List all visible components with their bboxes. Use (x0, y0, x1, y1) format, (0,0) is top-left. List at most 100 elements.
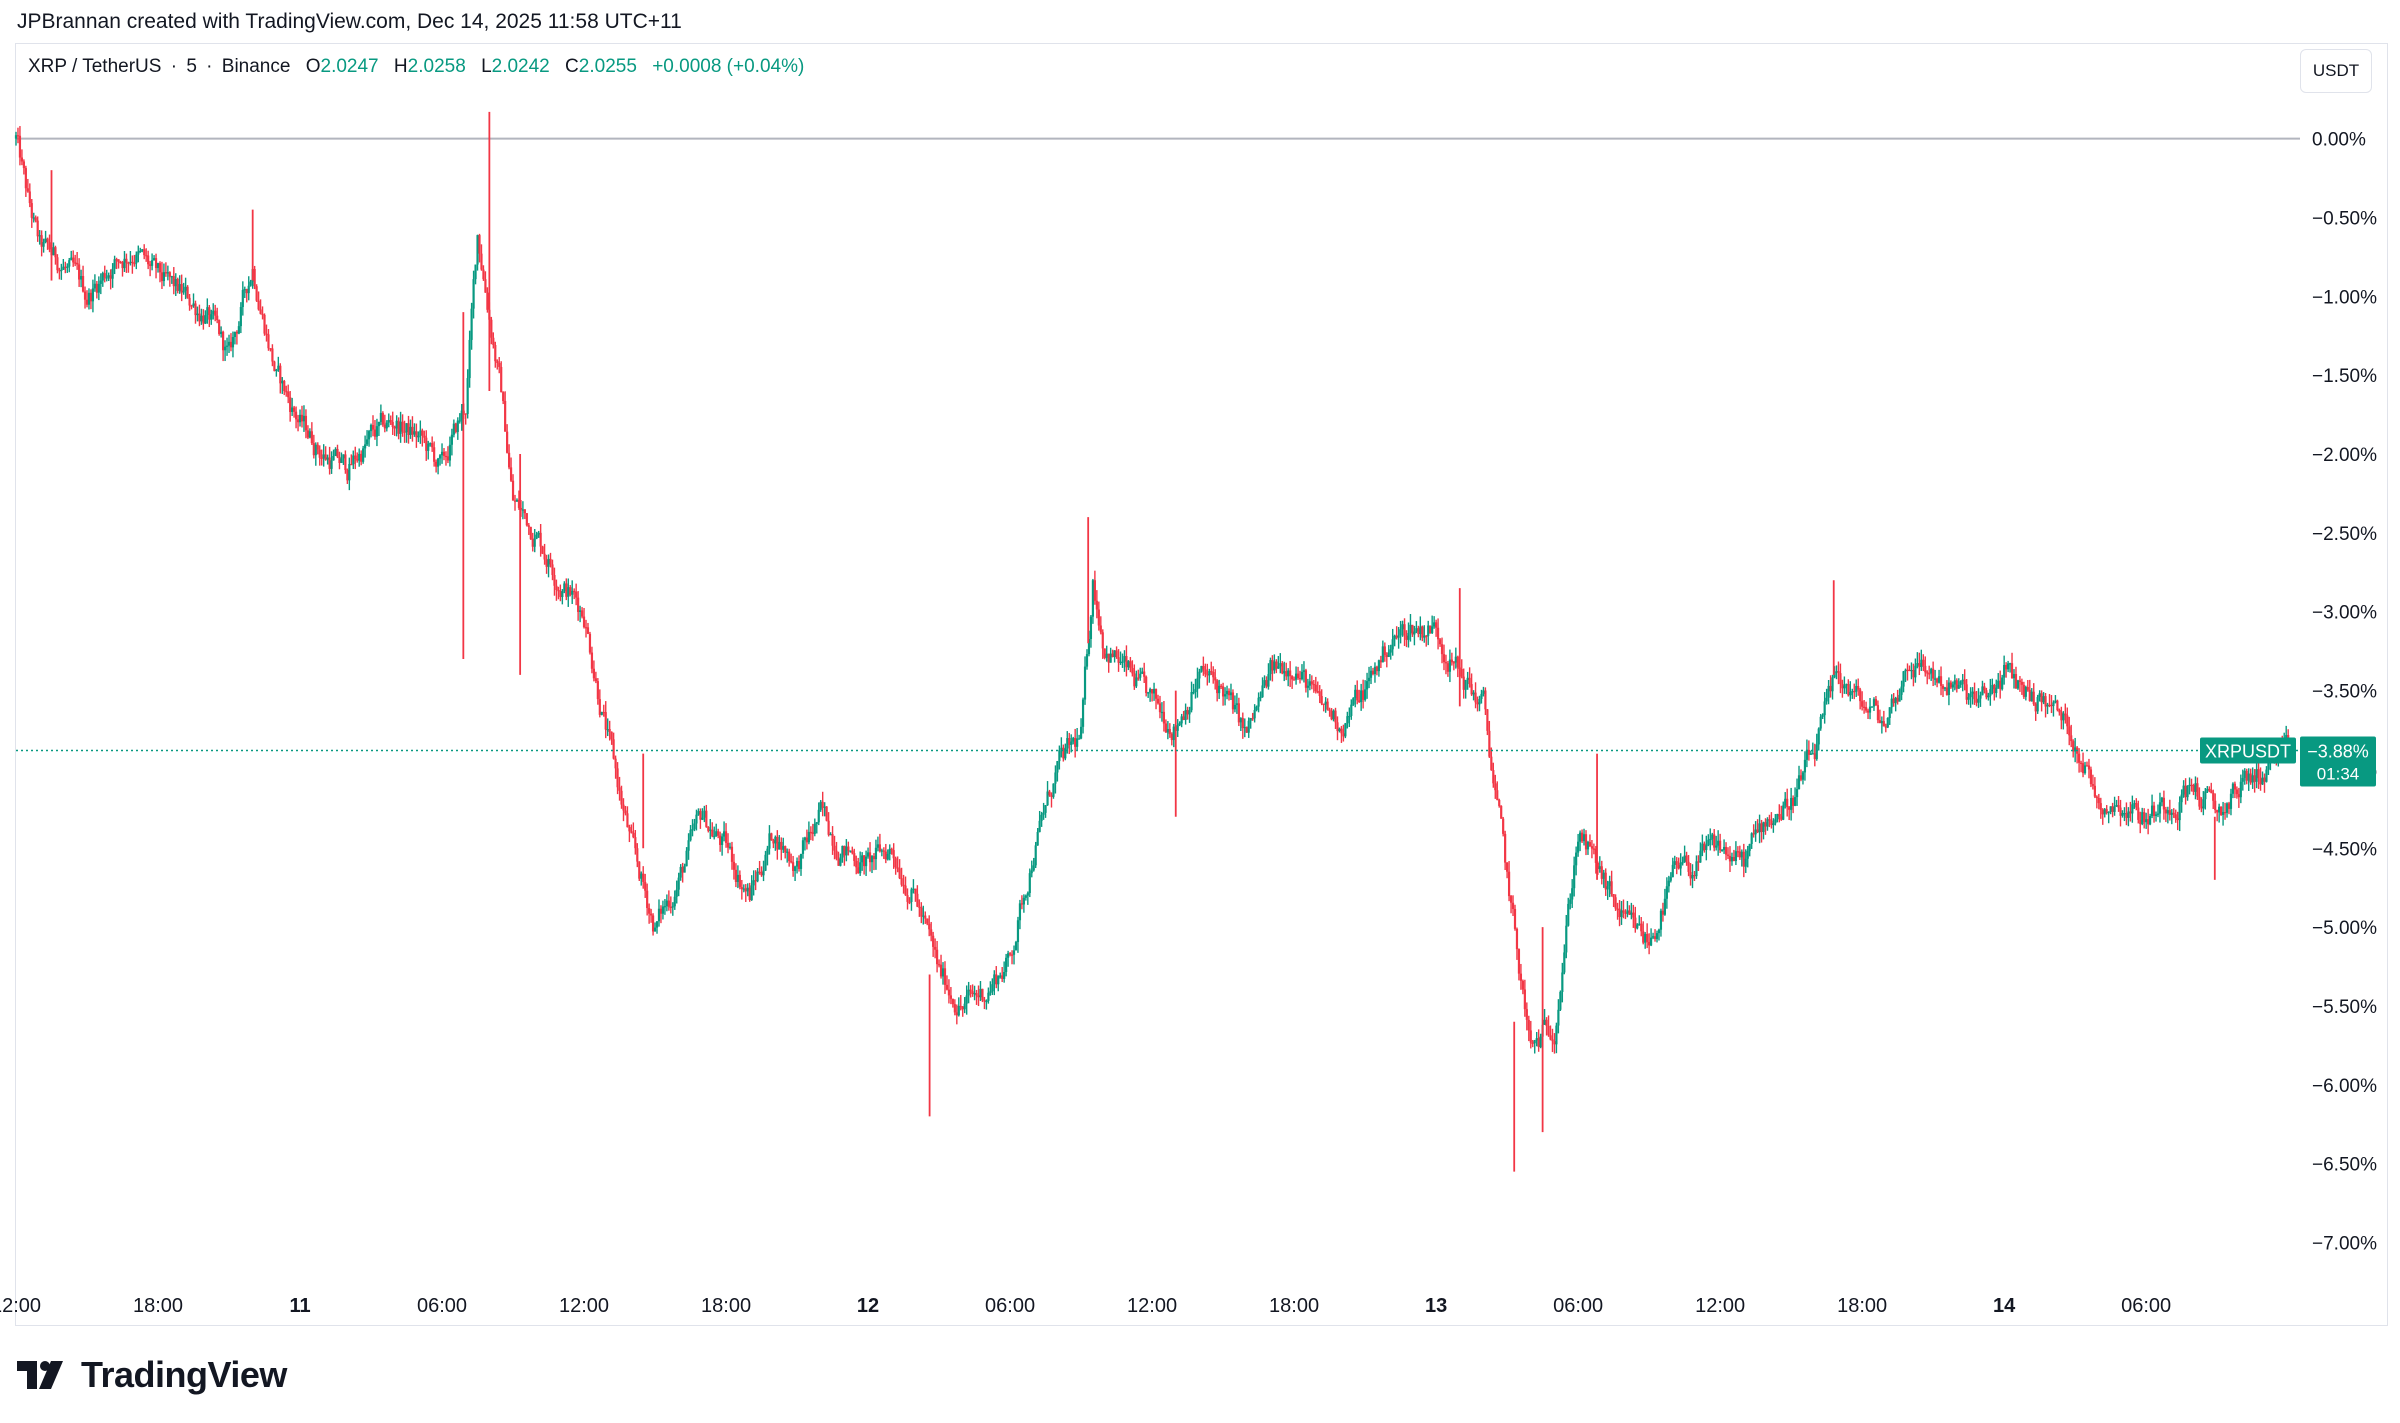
candle-body (1626, 910, 1629, 914)
candle-body (1628, 910, 1631, 915)
candle-body (1371, 670, 1375, 675)
tradingview-logo[interactable]: TradingView (17, 1354, 287, 1396)
candle-body (1304, 670, 1308, 688)
candle-body (815, 822, 818, 824)
candle-body (2121, 813, 2124, 816)
candle-body (1640, 923, 1643, 932)
candle-body (397, 420, 400, 434)
candle-body (1003, 972, 1006, 979)
candle-body (1864, 707, 1868, 711)
candle-body (2204, 791, 2207, 800)
candle-body (1150, 689, 1154, 694)
candle-body (2018, 680, 2022, 682)
candle-body (1332, 710, 1335, 720)
candle-body (1533, 1040, 1536, 1044)
candle-body (2263, 777, 2266, 782)
candle-body (715, 831, 718, 837)
candle-body (1403, 624, 1406, 636)
candle-body (444, 455, 448, 458)
candle-body (1498, 799, 1501, 806)
candle-body (1734, 851, 1738, 862)
candle-body (1184, 710, 1187, 720)
candle-body (582, 616, 586, 628)
candle-body (661, 906, 665, 914)
candle-body (1233, 704, 1237, 710)
candle-body (162, 272, 166, 282)
candle-body (1527, 1019, 1530, 1031)
chart-attribution: JPBrannan created with TradingView.com, … (17, 10, 682, 33)
candle-body (1983, 686, 1986, 691)
candle-body (85, 299, 89, 305)
candle-body (1125, 656, 1128, 668)
candle-body (515, 499, 519, 502)
candle-body (606, 729, 609, 731)
candle-body (539, 532, 542, 547)
candle-body (1285, 671, 1288, 677)
symbol-name[interactable]: XRP / TetherUS (28, 56, 162, 77)
candle-body (766, 848, 769, 855)
candle-body (1239, 718, 1242, 723)
candle-body (963, 1003, 966, 1010)
candle-body (306, 430, 310, 438)
candle-body (1537, 1038, 1540, 1048)
candle-body (403, 431, 406, 433)
candle-body (695, 814, 698, 824)
candle-body (1659, 910, 1663, 930)
candle-body (1916, 663, 1919, 666)
candle-body (760, 872, 763, 876)
candle-body (1606, 886, 1609, 890)
candle-body (624, 810, 627, 814)
candle-body (2099, 803, 2102, 810)
candle-body (158, 263, 162, 273)
candle-body (1965, 684, 1968, 700)
candle-body (401, 421, 404, 432)
candle-body (170, 276, 173, 278)
candle-body (409, 426, 412, 435)
candle-body (2074, 747, 2077, 752)
candle-body (610, 731, 613, 740)
candle-body (677, 877, 680, 890)
candle-body (2097, 797, 2100, 804)
candle-body (16, 135, 20, 137)
candle-body (1411, 624, 1414, 635)
candle-body (1717, 840, 1720, 846)
candle-body (701, 817, 704, 820)
candle-body (507, 452, 511, 468)
interval[interactable]: 5 (186, 56, 197, 77)
y-tick-label: 0.00% (2312, 130, 2366, 151)
candle-body (1012, 950, 1016, 955)
candle-body (109, 275, 112, 279)
candle-body (1235, 703, 1238, 705)
candle-body (2016, 680, 2020, 689)
candle-body (48, 242, 51, 250)
candle-body (362, 448, 365, 462)
candle-body (123, 258, 126, 269)
candle-body (235, 331, 239, 334)
candle-body (659, 908, 663, 914)
candle-body (1671, 864, 1674, 878)
x-tick-label: 06:00 (417, 1295, 467, 1317)
candle-body (989, 991, 992, 993)
candle-body (892, 850, 895, 859)
candle-body (326, 457, 329, 460)
candle-body (1318, 691, 1321, 697)
candle-body (1038, 820, 1041, 832)
candle-body (2194, 783, 2197, 792)
candle-body (2188, 784, 2191, 787)
ticker-label: XRPUSDT (2205, 742, 2291, 762)
candle-body (1007, 953, 1010, 958)
candle-body (947, 989, 951, 996)
candle-body (1959, 681, 1962, 685)
candle-body (1292, 679, 1296, 681)
candle-body (588, 633, 592, 653)
candle-body (521, 509, 524, 511)
candle-body (955, 1012, 958, 1016)
candle-body (1016, 920, 1020, 943)
candle-body (231, 337, 235, 348)
candle-body (2010, 663, 2014, 679)
candle-body (2056, 700, 2059, 710)
currency-button[interactable]: USDT (2300, 49, 2372, 93)
candle-body (1506, 862, 1509, 872)
candle-body (340, 458, 343, 463)
